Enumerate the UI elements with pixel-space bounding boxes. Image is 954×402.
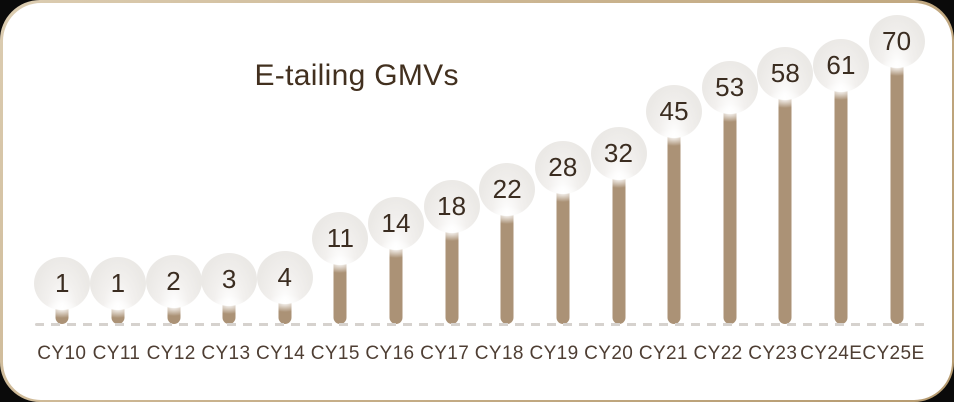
value-bubble: 3 bbox=[201, 253, 258, 306]
lollipop-CY21: 45 bbox=[646, 3, 703, 326]
x-axis-label-CY23: CY23 bbox=[748, 342, 798, 364]
lollipop-CY10: 1 bbox=[34, 3, 91, 326]
value-bubble: 28 bbox=[534, 140, 591, 194]
value-label: 58 bbox=[770, 58, 801, 89]
lollipop-CY11: 1 bbox=[89, 3, 146, 326]
lollipop-CY13: 3 bbox=[201, 3, 258, 326]
x-axis-label-CY18: CY18 bbox=[474, 342, 524, 364]
x-axis-label-CY13: CY13 bbox=[201, 342, 251, 364]
value-label: 14 bbox=[381, 208, 411, 239]
value-label: 70 bbox=[882, 26, 912, 57]
value-label: 18 bbox=[437, 190, 467, 221]
lollipop-CY23: 58 bbox=[757, 3, 814, 326]
lollipop-stem bbox=[556, 167, 570, 324]
value-bubble: 18 bbox=[423, 179, 480, 233]
lollipop-CY16: 14 bbox=[368, 3, 425, 326]
value-label: 61 bbox=[826, 50, 856, 81]
x-axis-label-CY16: CY16 bbox=[365, 342, 415, 364]
value-bubble: 22 bbox=[479, 163, 536, 217]
value-bubble: 45 bbox=[646, 84, 703, 138]
value-bubble: 11 bbox=[312, 211, 369, 265]
x-axis-label-CY19: CY19 bbox=[529, 342, 579, 364]
lollipop-stem bbox=[834, 65, 848, 324]
lollipop-CY24E: 61 bbox=[813, 3, 870, 326]
value-label: 1 bbox=[110, 268, 126, 298]
value-bubble: 58 bbox=[757, 47, 814, 101]
lollipop-stem bbox=[667, 111, 681, 324]
value-label: 28 bbox=[548, 151, 578, 182]
lollipop-CY12: 2 bbox=[145, 3, 202, 326]
value-label: 11 bbox=[326, 222, 355, 253]
value-bubble: 1 bbox=[89, 257, 146, 310]
x-axis-label-CY10: CY10 bbox=[37, 342, 87, 364]
lollipop-stem bbox=[890, 41, 904, 324]
lollipop-stem bbox=[612, 153, 626, 324]
chart-title: E-tailing GMVs bbox=[254, 58, 459, 92]
x-axis-label-CY25E: CY25E bbox=[862, 342, 925, 364]
x-axis-label-CY21: CY21 bbox=[638, 342, 688, 364]
value-label: 3 bbox=[221, 264, 237, 294]
value-bubble: 4 bbox=[256, 251, 313, 304]
x-axis-label-CY11: CY11 bbox=[92, 342, 141, 364]
lollipop-stem bbox=[778, 73, 792, 324]
baseline-dashed-line bbox=[34, 322, 925, 326]
plot-area: 1 1 2 3 4 11 14 18 22 28 32 45 53 58 61 70 bbox=[34, 3, 925, 326]
value-bubble: 61 bbox=[813, 39, 870, 93]
x-axis-label-CY17: CY17 bbox=[420, 342, 470, 364]
value-bubble: 1 bbox=[34, 257, 91, 310]
lollipop-CY18: 22 bbox=[479, 3, 536, 326]
value-label: 22 bbox=[492, 174, 522, 205]
value-bubble: 2 bbox=[145, 255, 202, 308]
x-axis-label-CY24E: CY24E bbox=[800, 342, 863, 364]
lollipop-CY14: 4 bbox=[256, 3, 313, 326]
value-bubble: 14 bbox=[368, 197, 425, 251]
lollipop-stem bbox=[723, 87, 737, 324]
value-label: 53 bbox=[715, 72, 745, 103]
lollipop-CY19: 28 bbox=[534, 3, 591, 326]
value-label: 2 bbox=[166, 266, 181, 296]
value-bubble: 70 bbox=[868, 15, 925, 69]
x-axis-label-CY20: CY20 bbox=[584, 342, 634, 364]
lollipop-CY15: 11 bbox=[312, 3, 369, 326]
value-bubble: 32 bbox=[590, 126, 647, 180]
x-axis-labels: CY10 CY11 CY12 CY13 CY14 CY15 CY16 CY17 CY18 CY19… bbox=[35, 343, 925, 365]
value-label: 4 bbox=[277, 262, 293, 292]
value-label: 45 bbox=[659, 95, 689, 126]
x-axis-label-CY22: CY22 bbox=[693, 342, 743, 364]
x-axis-label-CY14: CY14 bbox=[256, 342, 306, 364]
lollipop-CY17: 18 bbox=[423, 3, 480, 326]
x-axis-label-CY15: CY15 bbox=[310, 342, 360, 364]
value-label: 32 bbox=[603, 137, 634, 168]
value-bubble: 53 bbox=[701, 61, 758, 115]
value-label: 1 bbox=[54, 268, 70, 298]
lollipop-CY22: 53 bbox=[701, 3, 758, 326]
x-axis-label-CY12: CY12 bbox=[146, 342, 196, 364]
lollipop-CY20: 32 bbox=[590, 3, 647, 326]
lollipop-CY25E: 70 bbox=[868, 3, 925, 326]
